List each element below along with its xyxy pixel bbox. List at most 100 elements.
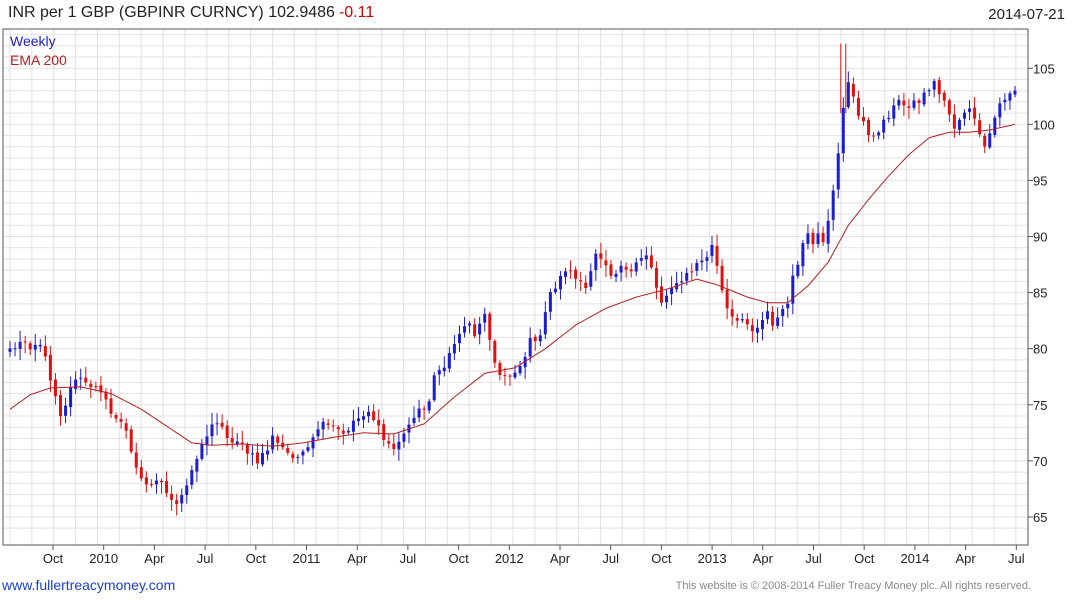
candle-body — [968, 108, 972, 112]
weekly-candle — [644, 246, 648, 270]
candle-body — [437, 370, 441, 375]
candle-body — [614, 273, 618, 277]
candle-body — [730, 309, 734, 317]
candle-body — [887, 117, 891, 120]
weekly-candle — [786, 296, 790, 318]
candle-body — [139, 467, 143, 479]
candle-body — [776, 317, 780, 326]
candle-body — [604, 260, 608, 266]
weekly-candle — [139, 459, 143, 482]
candle-body — [629, 269, 633, 272]
candle-body — [276, 436, 280, 443]
y-axis: 65 70 75 80 85 90 95 100 105 — [1028, 61, 1055, 525]
candle-body — [205, 436, 209, 446]
candle-body — [367, 411, 371, 417]
weekly-candle — [594, 249, 598, 281]
weekly-candle — [781, 305, 785, 327]
candle-body — [387, 441, 391, 444]
candle-body — [791, 275, 795, 304]
candle-body — [84, 377, 88, 383]
weekly-candle — [887, 110, 891, 123]
weekly-candle — [725, 278, 729, 320]
weekly-candle — [973, 97, 977, 126]
candle-body — [680, 281, 684, 283]
candle-body — [109, 398, 113, 414]
candle-body — [48, 354, 52, 381]
x-tick-label: Oct — [246, 551, 267, 566]
x-tick-label: Oct — [651, 551, 672, 566]
weekly-candle — [776, 307, 780, 329]
weekly-candle — [261, 443, 265, 467]
candle-body — [1003, 99, 1007, 103]
candle-body — [690, 271, 694, 273]
candle-body — [427, 401, 431, 411]
candle-body — [134, 452, 138, 468]
x-tick-label: Jul — [1008, 551, 1025, 566]
candle-body — [372, 411, 376, 421]
candle-body — [170, 493, 174, 500]
candle-body — [89, 383, 93, 388]
candle-body — [447, 353, 451, 369]
candle-body — [720, 265, 724, 291]
weekly-candle — [210, 412, 214, 446]
weekly-candle — [816, 222, 820, 248]
candle-body — [13, 348, 17, 350]
weekly-candle — [543, 301, 547, 340]
weekly-candle — [488, 311, 492, 351]
weekly-candle — [235, 433, 239, 448]
x-tick-label: 2010 — [89, 551, 118, 566]
candle-body — [175, 500, 179, 505]
weekly-candle — [165, 471, 169, 498]
candle-body — [94, 386, 98, 388]
candle-body — [725, 289, 729, 309]
candle-body — [483, 313, 487, 323]
weekly-candle — [654, 261, 658, 300]
weekly-candle — [1013, 85, 1017, 98]
legend-weekly: Weekly — [10, 33, 56, 49]
weekly-candle — [932, 78, 936, 98]
x-tick-label: Jul — [602, 551, 619, 566]
weekly-candle — [38, 339, 42, 352]
weekly-candle — [281, 434, 285, 450]
weekly-candle — [841, 97, 845, 162]
weekly-candle — [255, 442, 259, 469]
weekly-candle — [195, 455, 199, 482]
weekly-candle — [882, 115, 886, 140]
candle-body — [907, 106, 911, 108]
candle-body — [478, 323, 482, 335]
candle-body — [99, 385, 103, 393]
weekly-candle — [801, 240, 805, 276]
candle-body — [872, 135, 876, 137]
candle-body — [766, 311, 770, 320]
candle-body — [579, 280, 583, 282]
weekly-candle — [740, 313, 744, 323]
candle-body — [942, 92, 946, 101]
candle-body — [962, 112, 966, 119]
weekly-candle — [397, 431, 401, 461]
weekly-candle — [422, 405, 426, 420]
candle-body — [659, 286, 663, 303]
candle-body — [937, 80, 941, 95]
website-link[interactable]: www.fullertreacymoney.com — [2, 577, 176, 593]
weekly-candle — [574, 266, 578, 289]
candle-body — [326, 423, 330, 425]
weekly-candle — [877, 130, 881, 140]
candle-body — [902, 100, 906, 106]
candle-body — [442, 367, 446, 372]
weekly-candle — [382, 418, 386, 447]
weekly-candle — [690, 263, 694, 281]
weekly-candle — [624, 262, 628, 278]
candle-body — [685, 272, 689, 281]
weekly-candle — [129, 425, 133, 454]
candle-body — [220, 422, 224, 427]
weekly-candle — [336, 425, 340, 440]
candle-body — [988, 133, 992, 148]
weekly-candle — [771, 306, 775, 331]
weekly-candle — [215, 413, 219, 436]
weekly-candle — [619, 260, 623, 282]
candle-body — [286, 448, 290, 453]
weekly-candle — [978, 113, 982, 138]
x-tick-label: 2013 — [698, 551, 727, 566]
candle-body — [412, 417, 416, 424]
weekly-candle — [351, 409, 355, 442]
